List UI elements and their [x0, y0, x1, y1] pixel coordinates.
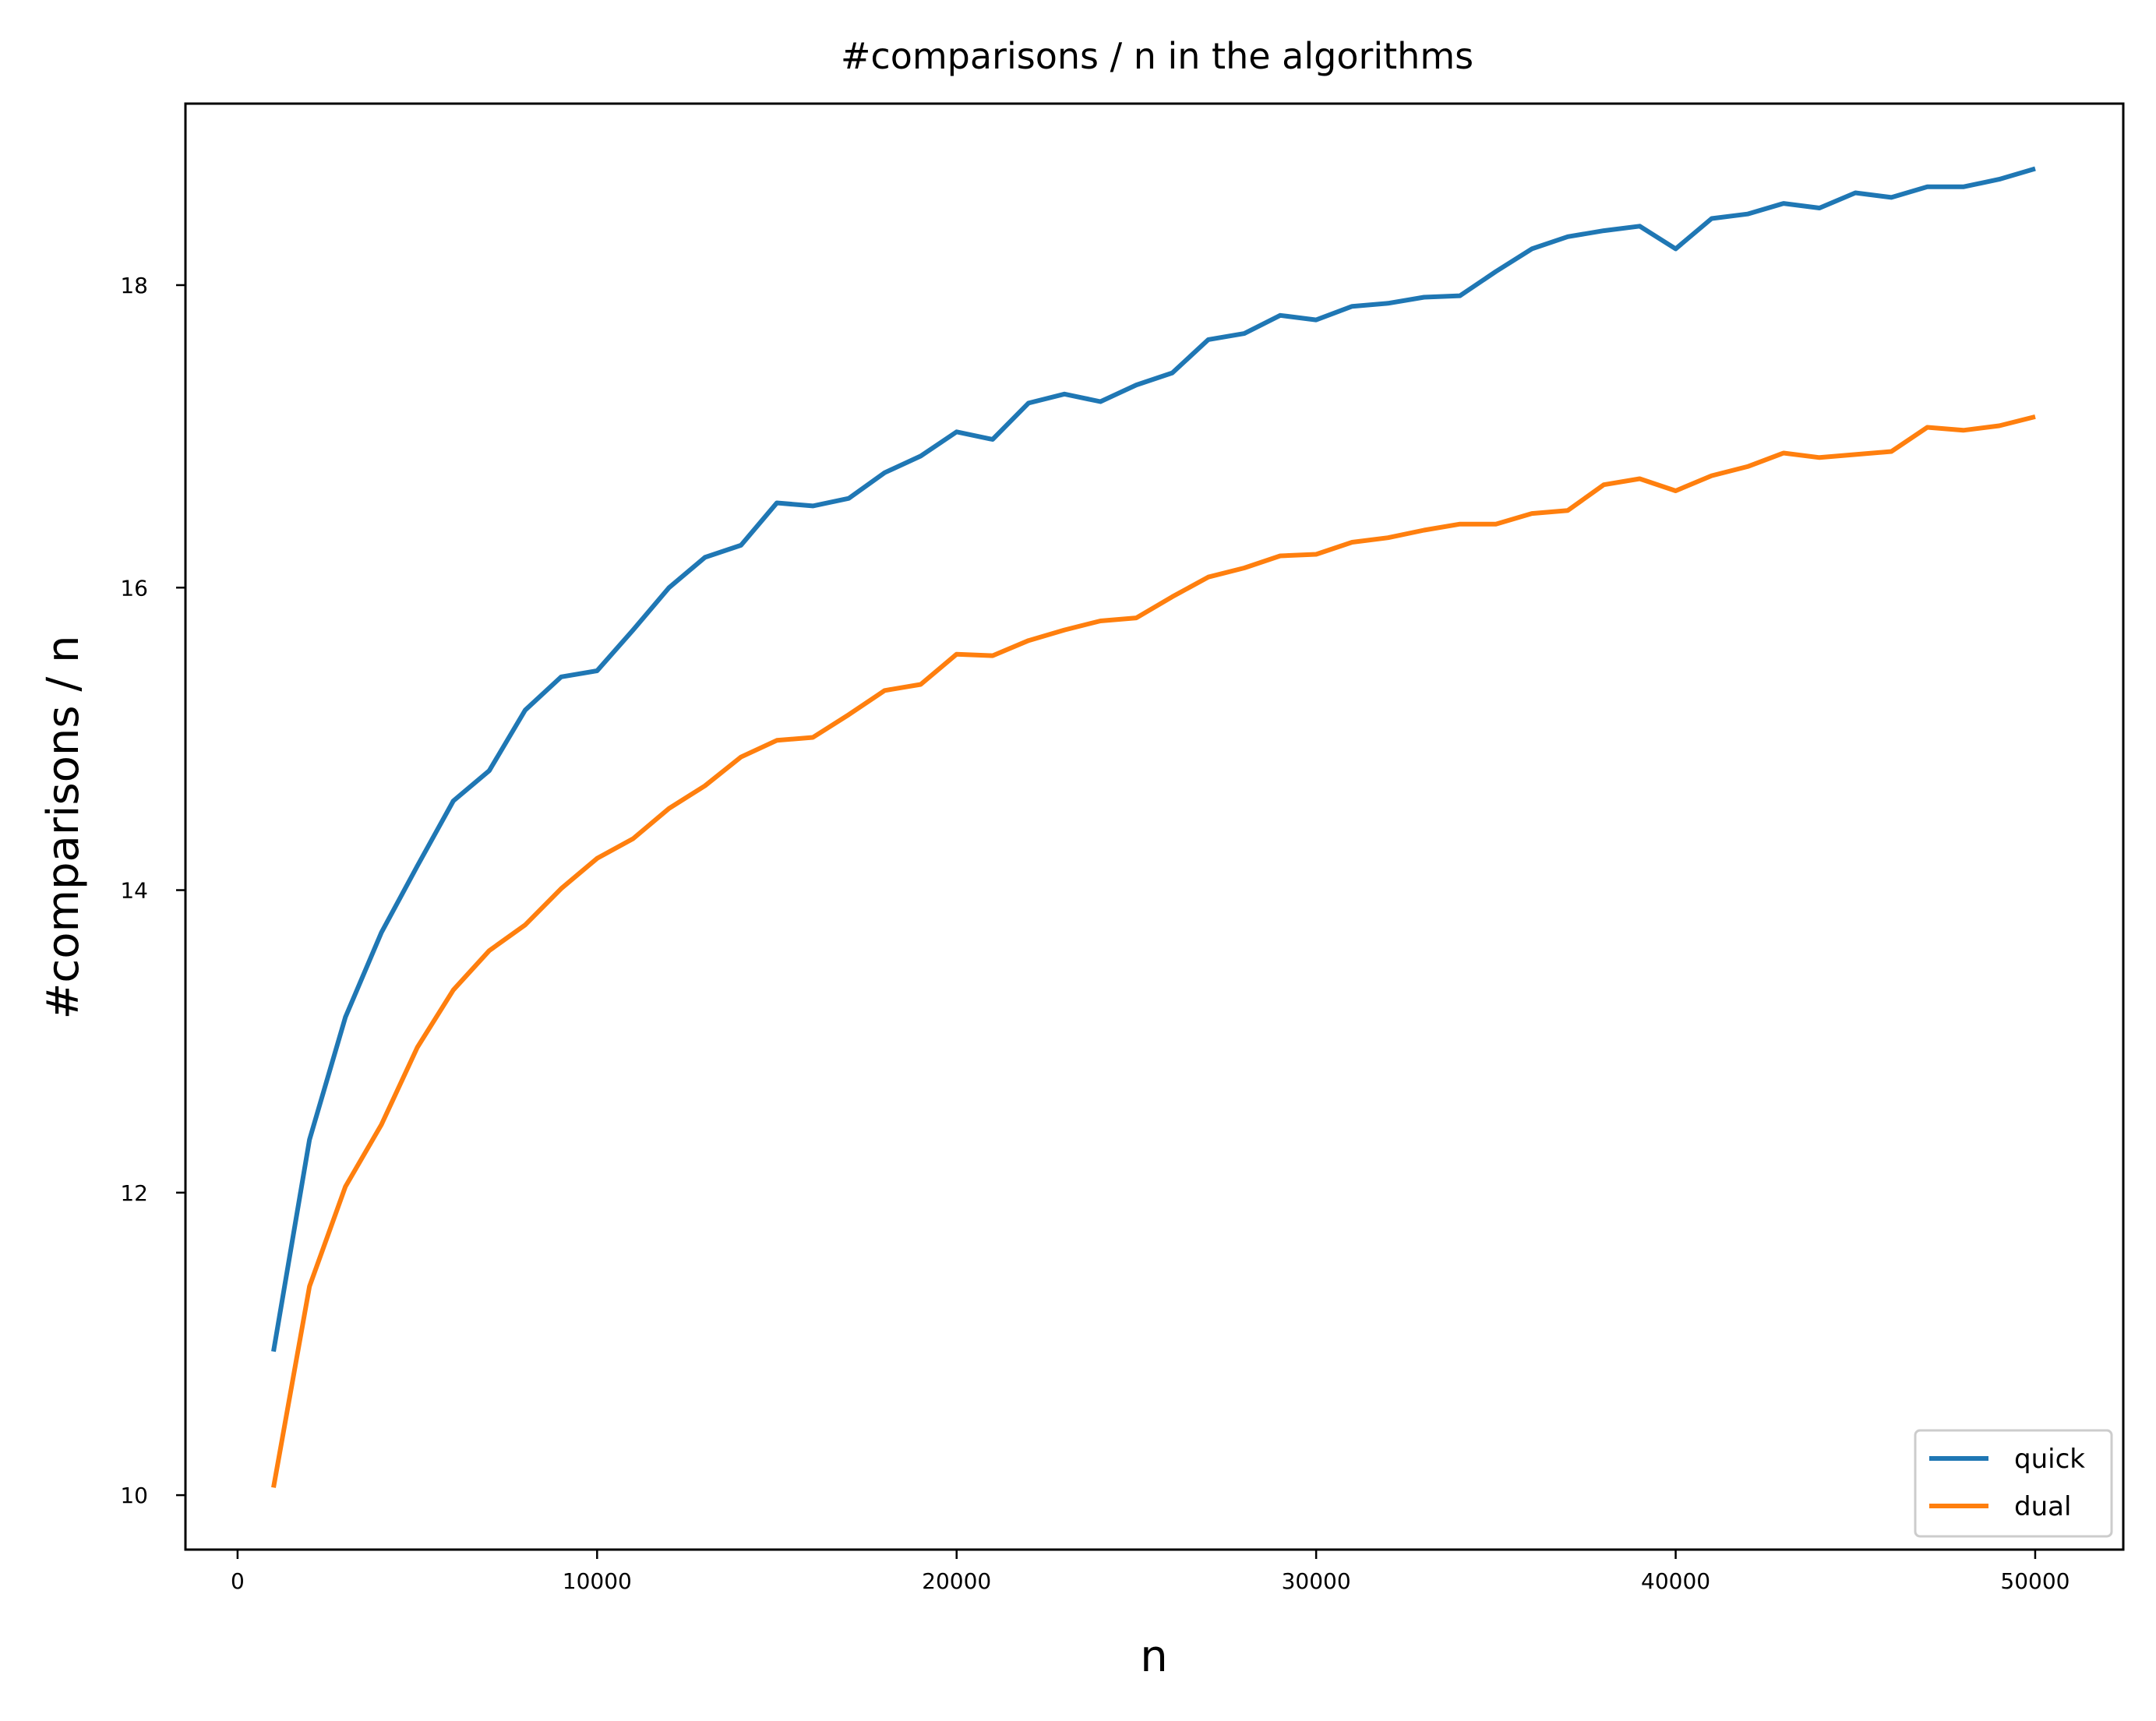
x-tick-label: 30000 [1282, 1568, 1351, 1594]
y-tick-label: 14 [120, 878, 148, 904]
chart-title: #comparisons / n in the algorithms [841, 35, 1473, 77]
y-tick-label: 12 [120, 1180, 148, 1206]
y-axis: 10 12 14 16 18 [120, 273, 185, 1508]
x-tick-label: 0 [231, 1568, 245, 1594]
plot-area [271, 166, 2036, 1488]
x-tick-label: 40000 [1641, 1568, 1710, 1594]
x-tick-label: 10000 [563, 1568, 632, 1594]
y-tick-label: 18 [120, 273, 148, 298]
legend-label-dual: dual [2014, 1491, 2071, 1522]
legend: quick dual [1914, 1429, 2113, 1538]
x-axis-label: n [1140, 1631, 1168, 1682]
x-tick-label: 20000 [922, 1568, 991, 1594]
series-line-quick [271, 166, 2036, 1352]
y-tick-label: 10 [120, 1483, 148, 1508]
x-axis: 0 10000 20000 30000 40000 50000 [231, 1550, 2070, 1594]
legend-label-quick: quick [2014, 1444, 2085, 1475]
plot-frame [184, 102, 2125, 1551]
y-axis-label: #comparisons / n [38, 635, 89, 1019]
series-line-dual [271, 414, 2036, 1488]
y-tick-label: 16 [120, 575, 148, 601]
x-tick-label: 50000 [2000, 1568, 2070, 1594]
